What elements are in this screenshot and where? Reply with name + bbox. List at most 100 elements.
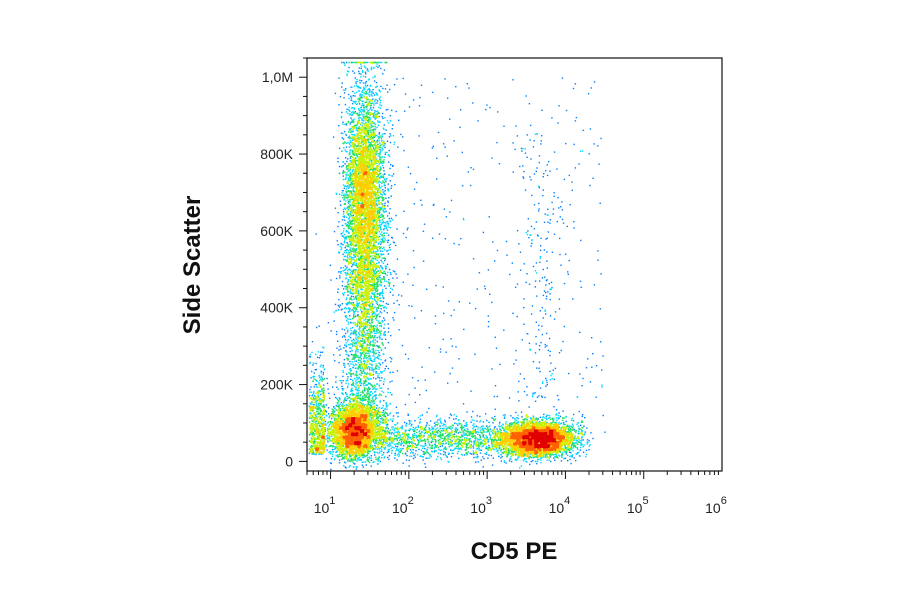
event-dot xyxy=(328,435,331,437)
event-dot xyxy=(356,78,358,81)
event-dot xyxy=(376,327,378,329)
event-dot xyxy=(325,404,328,406)
event-dot xyxy=(373,358,375,361)
event-dot xyxy=(375,349,377,352)
event-dot xyxy=(561,456,563,458)
event-dot xyxy=(494,425,496,428)
event-dot xyxy=(379,415,382,417)
event-dot xyxy=(330,421,333,423)
event-dot xyxy=(375,438,378,441)
event-dot xyxy=(329,462,332,464)
event-dot xyxy=(431,427,433,430)
event-dot xyxy=(443,423,445,425)
event-dot xyxy=(488,216,490,218)
event-dot xyxy=(343,193,345,195)
event-dot xyxy=(412,435,414,438)
event-dot xyxy=(367,304,370,306)
event-dot xyxy=(319,433,321,435)
event-dot xyxy=(344,133,347,135)
event-dot xyxy=(544,309,546,311)
event-dot xyxy=(341,137,343,139)
event-dot xyxy=(439,348,442,350)
event-dot xyxy=(355,91,358,93)
event-dot xyxy=(364,395,366,397)
event-dot xyxy=(368,322,370,324)
event-dot xyxy=(385,180,387,183)
event-dot xyxy=(352,189,354,191)
event-dot xyxy=(440,437,442,439)
event-dot xyxy=(585,367,588,369)
event-dot xyxy=(519,269,522,271)
event-dot xyxy=(362,372,364,374)
event-dot xyxy=(379,221,381,224)
event-dot xyxy=(365,67,367,69)
event-dot xyxy=(374,335,376,337)
event-dot xyxy=(382,191,385,194)
event-dot xyxy=(396,439,398,442)
event-dot xyxy=(346,160,348,163)
event-dot xyxy=(312,416,314,419)
event-dot xyxy=(379,158,382,161)
event-dot xyxy=(469,441,471,443)
event-dot xyxy=(538,187,540,189)
event-dot xyxy=(473,425,476,428)
event-dot xyxy=(439,427,441,430)
event-dot xyxy=(354,297,356,299)
event-dot xyxy=(350,117,352,119)
event-dot xyxy=(358,72,360,75)
event-dot xyxy=(367,344,369,346)
event-dot xyxy=(356,458,359,460)
event-dot xyxy=(355,248,358,250)
event-dot xyxy=(397,430,399,432)
event-dot xyxy=(451,449,453,452)
event-dot xyxy=(532,392,534,394)
event-dot xyxy=(383,451,385,454)
event-dot xyxy=(487,428,490,430)
event-dot xyxy=(355,333,357,335)
event-dot xyxy=(588,449,590,451)
event-dot xyxy=(379,248,381,250)
event-dot xyxy=(580,444,582,446)
event-dot xyxy=(363,327,365,329)
event-dot xyxy=(524,189,527,191)
event-dot xyxy=(344,397,347,399)
event-dot xyxy=(345,150,347,153)
event-dot xyxy=(381,407,384,409)
event-dot xyxy=(384,272,386,275)
event-dot xyxy=(481,427,483,429)
event-dot xyxy=(372,67,375,69)
event-dot xyxy=(383,177,385,180)
event-dot xyxy=(478,431,480,434)
event-dot xyxy=(340,243,342,246)
event-dot xyxy=(458,448,460,450)
event-dot xyxy=(329,428,331,430)
event-dot xyxy=(471,453,473,455)
event-dot xyxy=(374,75,376,77)
event-dot xyxy=(357,380,360,383)
event-dot xyxy=(419,418,422,420)
event-dot xyxy=(459,423,461,425)
event-dot xyxy=(426,288,428,290)
event-dot xyxy=(372,360,374,363)
event-dot xyxy=(359,380,361,382)
event-dot xyxy=(359,146,361,148)
event-dot xyxy=(380,246,382,248)
event-dot xyxy=(429,428,431,430)
event-dot xyxy=(399,426,402,429)
event-dot xyxy=(536,272,538,274)
event-dot xyxy=(350,131,352,133)
event-dot xyxy=(363,360,365,362)
event-dot xyxy=(375,316,378,318)
event-dot xyxy=(366,321,368,323)
event-dot xyxy=(455,427,457,429)
event-dot xyxy=(390,135,392,137)
event-dot xyxy=(409,437,411,439)
event-dot xyxy=(373,135,375,138)
event-dot xyxy=(561,201,563,203)
event-dot xyxy=(456,423,458,425)
event-dot xyxy=(352,113,354,116)
event-dot xyxy=(385,268,387,270)
event-dot xyxy=(318,405,320,407)
event-dot xyxy=(352,130,354,132)
event-dot xyxy=(345,344,348,347)
